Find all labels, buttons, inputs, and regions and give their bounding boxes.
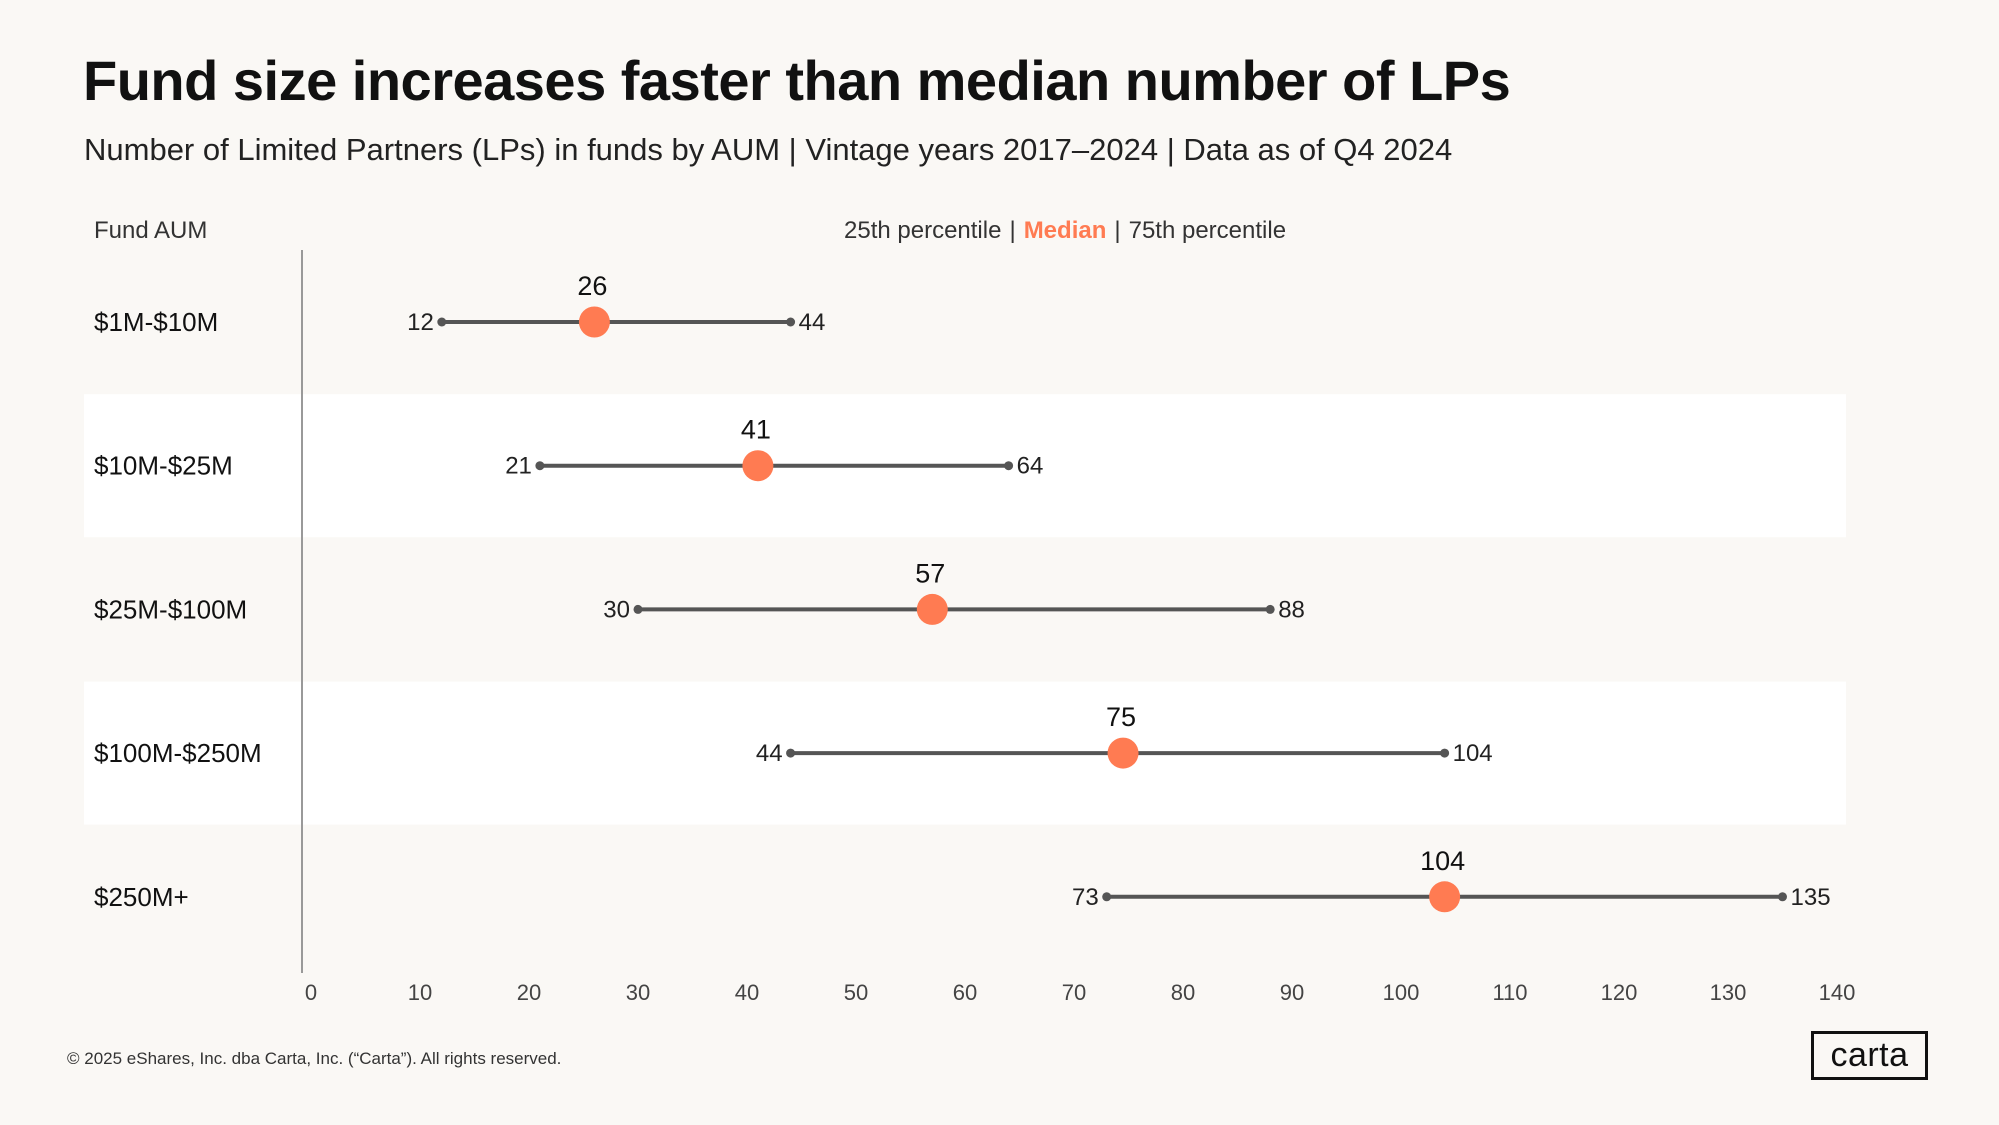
median-point [916,593,948,625]
x-tick-label: 80 [1171,980,1195,1005]
p25-value-label: 21 [505,453,532,480]
carta-logo: carta [1811,1031,1928,1080]
x-tick-label: 90 [1280,980,1304,1005]
y-axis-label: Fund AUM [94,217,208,244]
x-tick-label: 130 [1710,980,1747,1005]
p75-value-label: 44 [799,309,826,336]
p75-point [1265,604,1275,614]
p25-point [535,461,545,471]
x-tick-label: 30 [626,980,650,1005]
legend-median: Median [1023,217,1107,244]
p25-value-label: 73 [1072,884,1099,911]
legend-separator: | [1114,217,1121,244]
legend: 25th percentile | Median | 75th percentile [844,217,1286,245]
p25-point [437,317,447,327]
x-tick-label: 20 [517,980,541,1005]
median-point [578,306,610,338]
p25-value-label: 12 [407,309,434,336]
p25-point [786,748,796,758]
x-tick-label: 120 [1601,980,1638,1005]
category-label: $10M-$25M [94,451,233,481]
category-label: $1M-$10M [94,307,218,337]
legend-separator: | [1009,217,1016,244]
category-label: $100M-$250M [94,738,262,768]
p75-point [1440,748,1450,758]
median-value-label: 57 [915,558,945,588]
median-value-label: 75 [1106,702,1136,732]
x-tick-label: 50 [844,980,868,1005]
x-tick-label: 10 [408,980,432,1005]
p75-value-label: 135 [1791,884,1831,911]
p75-point [1778,892,1787,902]
p75-value-label: 64 [1017,453,1044,480]
x-tick-label: 100 [1383,980,1420,1005]
x-tick-label: 0 [305,980,317,1005]
x-tick-label: 140 [1819,980,1856,1005]
p25-point [633,604,643,614]
legend-p75: 75th percentile [1128,217,1287,244]
p75-point [786,317,796,327]
x-tick-label: 40 [735,980,759,1005]
p25-point [1102,892,1112,902]
p75-value-label: 104 [1453,740,1493,767]
category-label: $250M+ [94,882,189,912]
category-label: $25M-$100M [94,594,247,624]
median-point [1429,881,1461,913]
chart-title: Fund size increases faster than median n… [83,49,1511,112]
x-tick-label: 110 [1492,980,1527,1005]
chart-subtitle: Number of Limited Partners (LPs) in fund… [84,132,1453,167]
x-tick-label: 60 [953,980,977,1005]
median-point [742,450,774,482]
p75-point [1004,461,1014,471]
p25-value-label: 30 [603,596,630,623]
median-value-label: 41 [741,415,771,445]
p75-value-label: 88 [1278,596,1305,623]
x-tick-label: 70 [1062,980,1086,1005]
median-value-label: 104 [1420,846,1465,876]
copyright-footer: © 2025 eShares, Inc. dba Carta, Inc. (“C… [67,1049,562,1068]
legend-p25: 25th percentile [844,217,1002,244]
p25-value-label: 44 [756,740,783,767]
median-point [1107,737,1139,769]
median-value-label: 26 [577,271,607,301]
